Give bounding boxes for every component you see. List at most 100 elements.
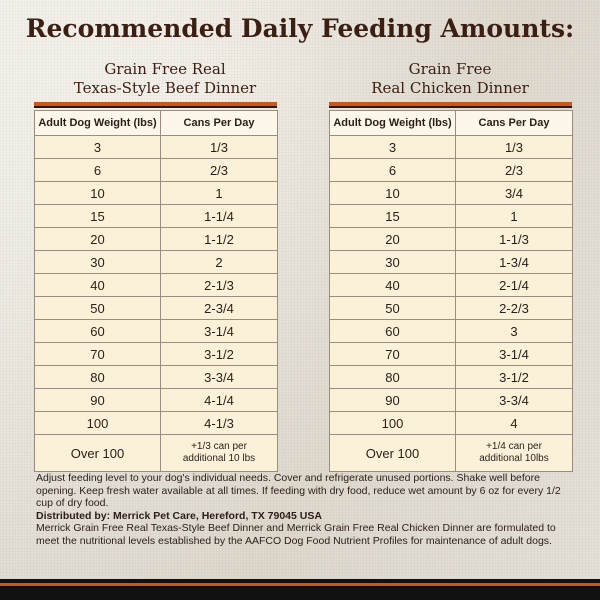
cans-note-line-2: additional 10lbs [479, 453, 549, 464]
weight-cell: 3 [329, 135, 456, 159]
cans-column-header: Cans Per Day [455, 110, 573, 136]
cans-cell: 3-3/4 [160, 365, 278, 389]
table-row: 70 3-1/2 [34, 342, 278, 366]
weight-cell: 80 [329, 365, 456, 389]
cans-cell: 1-1/2 [160, 227, 278, 251]
cans-cell: +1/4 can per additional 10lbs [455, 434, 573, 472]
table-row: 20 1-1/2 [34, 227, 278, 251]
table-row: 40 2-1/4 [329, 273, 573, 297]
weight-cell: 100 [34, 411, 161, 435]
chicken-product-line-2: Real Chicken Dinner [371, 79, 529, 97]
table-row: 100 4 [329, 411, 573, 435]
table-row: 15 1-1/4 [34, 204, 278, 228]
weight-cell: 40 [34, 273, 161, 297]
table-row: 3 1/3 [329, 135, 573, 159]
table-row: 60 3 [329, 319, 573, 343]
chicken-feeding-table: Adult Dog Weight (lbs) Cans Per Day 3 1/3… [329, 110, 573, 472]
table-row: 90 3-3/4 [329, 388, 573, 412]
weight-cell: 6 [329, 158, 456, 182]
bottom-bar [0, 579, 600, 600]
page-title: Recommended Daily Feeding Amounts: [25, 14, 575, 43]
feeding-instructions: Adjust feeding level to your dog's indiv… [36, 472, 568, 547]
weight-cell: Over 100 [329, 434, 456, 472]
weight-cell: 50 [34, 296, 161, 320]
cans-cell: 2-2/3 [455, 296, 573, 320]
table-top-rule [329, 102, 572, 108]
cans-cell: 1/3 [160, 135, 278, 159]
cans-cell: 2-1/4 [455, 273, 573, 297]
beef-feeding-table: Adult Dog Weight (lbs) Cans Per Day 3 1/3… [34, 110, 278, 472]
table-row: 30 2 [34, 250, 278, 274]
instructions-text: Adjust feeding level to your dog's indiv… [36, 472, 561, 509]
weight-cell: 60 [34, 319, 161, 343]
weight-cell: 30 [329, 250, 456, 274]
table-row: 90 4-1/4 [34, 388, 278, 412]
table-row: 60 3-1/4 [34, 319, 278, 343]
cans-cell: +1/3 can per additional 10 lbs [160, 434, 278, 472]
table-row: 10 3/4 [329, 181, 573, 205]
table-row: 50 2-2/3 [329, 296, 573, 320]
weight-cell: 70 [329, 342, 456, 366]
cans-cell: 3/4 [455, 181, 573, 205]
cans-cell: 1-1/3 [455, 227, 573, 251]
beef-feeding-table-container: Adult Dog Weight (lbs) Cans Per Day 3 1/3… [34, 102, 278, 472]
weight-cell: 50 [329, 296, 456, 320]
weight-cell: Over 100 [34, 434, 161, 472]
cans-note-line-2: additional 10 lbs [182, 453, 256, 464]
weight-cell: 10 [329, 181, 456, 205]
bottom-accent-stripe [0, 583, 600, 586]
cans-cell: 2/3 [455, 158, 573, 182]
cans-note-line-1: +1/4 can per [486, 441, 542, 452]
cans-cell: 4-1/4 [160, 388, 278, 412]
cans-cell: 3-3/4 [455, 388, 573, 412]
table-row: 40 2-1/3 [34, 273, 278, 297]
weight-cell: 60 [329, 319, 456, 343]
table-row: 10 1 [34, 181, 278, 205]
table-row: 50 2-3/4 [34, 296, 278, 320]
cans-cell: 4 [455, 411, 573, 435]
weight-cell: 20 [34, 227, 161, 251]
table-top-rule [34, 102, 277, 108]
distributor-text: Distributed by: Merrick Pet Care, Herefo… [36, 509, 322, 522]
chicken-product-title: Grain Free Real Chicken Dinner [320, 60, 580, 98]
weight-cell: 40 [329, 273, 456, 297]
table-row: 20 1-1/3 [329, 227, 573, 251]
weight-cell: 15 [34, 204, 161, 228]
cans-cell: 2-3/4 [160, 296, 278, 320]
weight-cell: 20 [329, 227, 456, 251]
weight-cell: 15 [329, 204, 456, 228]
table-header-row: Adult Dog Weight (lbs) Cans Per Day [329, 110, 573, 136]
table-row: 3 1/3 [34, 135, 278, 159]
chicken-product-line-1: Grain Free [408, 60, 492, 78]
cans-cell: 1 [455, 204, 573, 228]
table-row: 15 1 [329, 204, 573, 228]
weight-column-header: Adult Dog Weight (lbs) [329, 110, 456, 136]
cans-cell: 1 [160, 181, 278, 205]
table-row-over-100: Over 100 +1/4 can per additional 10lbs [329, 434, 573, 472]
table-row: 80 3-1/2 [329, 365, 573, 389]
aafco-statement: Merrick Grain Free Real Texas-Style Beef… [36, 522, 556, 547]
table-row: 100 4-1/3 [34, 411, 278, 435]
cans-cell: 3-1/2 [160, 342, 278, 366]
table-row-over-100: Over 100 +1/3 can per additional 10 lbs [34, 434, 278, 472]
weight-cell: 3 [34, 135, 161, 159]
cans-cell: 2-1/3 [160, 273, 278, 297]
cans-cell: 2 [160, 250, 278, 274]
table-row: 6 2/3 [34, 158, 278, 182]
cans-cell: 1/3 [455, 135, 573, 159]
chicken-feeding-table-container: Adult Dog Weight (lbs) Cans Per Day 3 1/3… [329, 102, 573, 472]
cans-cell: 3 [455, 319, 573, 343]
cans-cell: 3-1/2 [455, 365, 573, 389]
weight-cell: 30 [34, 250, 161, 274]
cans-cell: 4-1/3 [160, 411, 278, 435]
weight-cell: 90 [34, 388, 161, 412]
table-row: 30 1-3/4 [329, 250, 573, 274]
weight-cell: 10 [34, 181, 161, 205]
cans-cell: 1-3/4 [455, 250, 573, 274]
weight-cell: 90 [329, 388, 456, 412]
table-row: 80 3-3/4 [34, 365, 278, 389]
cans-cell: 2/3 [160, 158, 278, 182]
weight-cell: 6 [34, 158, 161, 182]
weight-column-header: Adult Dog Weight (lbs) [34, 110, 161, 136]
weight-cell: 100 [329, 411, 456, 435]
